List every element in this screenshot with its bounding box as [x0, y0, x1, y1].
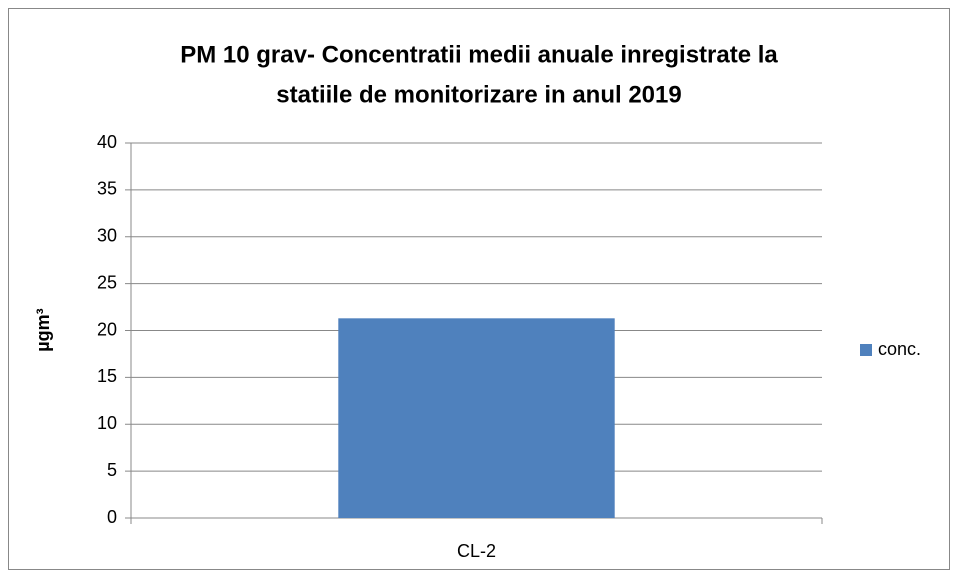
- chart-title: statiile de monitorizare in anul 2019: [276, 81, 681, 108]
- y-tick-label: 10: [97, 413, 117, 433]
- legend-label: conc.: [878, 339, 921, 359]
- bar: [338, 318, 615, 518]
- legend-swatch: [860, 344, 872, 356]
- chart-title: PM 10 grav- Concentratii medii anuale in…: [180, 41, 778, 68]
- y-tick-label: 5: [107, 460, 117, 480]
- y-tick-label: 35: [97, 179, 117, 199]
- y-tick-label: 20: [97, 319, 117, 339]
- y-axis-label: µgm³: [33, 308, 53, 351]
- y-tick-label: 40: [97, 132, 117, 152]
- y-tick-label: 30: [97, 226, 117, 246]
- y-tick-label: 15: [97, 366, 117, 386]
- x-tick-label: CL-2: [457, 541, 496, 561]
- y-tick-label: 0: [107, 507, 117, 527]
- y-tick-label: 25: [97, 272, 117, 292]
